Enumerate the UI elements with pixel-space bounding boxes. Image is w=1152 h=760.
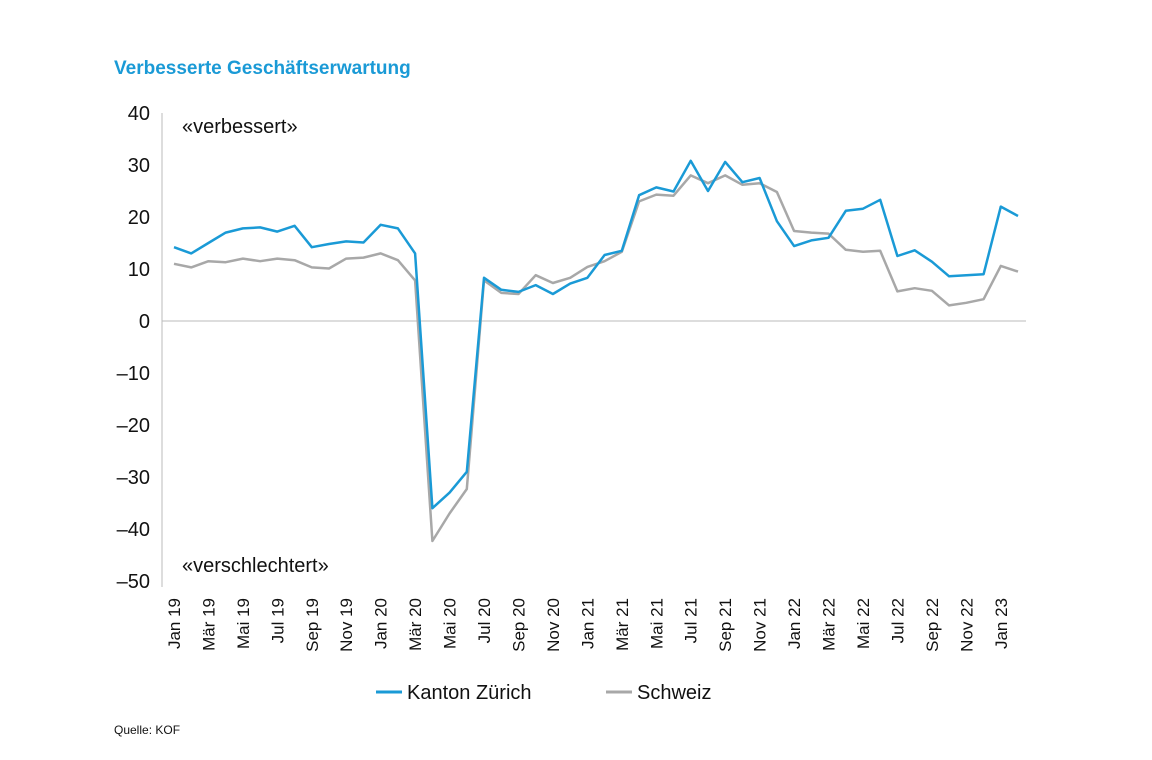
y-tick-label: –40 — [117, 519, 150, 541]
x-tick-label: Sep 19 — [303, 598, 322, 652]
annotation: «verbessert» — [182, 116, 298, 138]
x-tick-label: Jan 22 — [785, 598, 804, 649]
x-tick-label: Jan 21 — [578, 598, 597, 649]
x-tick-label: Mai 19 — [234, 598, 253, 649]
x-tick-label: Jul 21 — [682, 598, 701, 643]
x-tick-label: Sep 22 — [923, 598, 942, 652]
source: Quelle: KOF — [114, 723, 180, 737]
y-tick-label: –20 — [117, 415, 150, 437]
x-tick-label: Jan 19 — [165, 598, 184, 649]
y-tick-label: 20 — [128, 207, 150, 229]
legend-label: Schweiz — [637, 682, 711, 704]
x-tick-label: Jul 20 — [475, 598, 494, 643]
x-tick-label: Mär 19 — [199, 598, 218, 651]
x-tick-label: Nov 19 — [337, 598, 356, 652]
y-tick-label: –10 — [117, 363, 150, 385]
annotation: «verschlechtert» — [182, 555, 329, 577]
y-tick-label: 0 — [139, 311, 150, 333]
x-tick-label: Mai 20 — [441, 598, 460, 649]
y-tick-label: 40 — [128, 103, 150, 125]
y-tick-label: –50 — [117, 571, 150, 593]
series-line — [173, 159, 1019, 510]
x-tick-label: Jan 20 — [372, 598, 391, 649]
x-tick-label: Mai 21 — [647, 598, 666, 649]
y-tick-label: –30 — [117, 467, 150, 489]
x-tick-label: Jul 22 — [888, 598, 907, 643]
x-tick-label: Nov 21 — [751, 598, 770, 652]
x-tick-label: Sep 21 — [716, 598, 735, 652]
chart-title: Verbesserte Geschäftserwartung — [114, 58, 411, 79]
y-tick-label: 10 — [128, 259, 150, 281]
x-tick-label: Mär 20 — [406, 598, 425, 651]
x-tick-label: Nov 20 — [544, 598, 563, 652]
x-tick-label: Nov 22 — [957, 598, 976, 652]
x-tick-label: Mär 21 — [613, 598, 632, 651]
x-tick-label: Jul 19 — [268, 598, 287, 643]
x-tick-label: Jan 23 — [992, 598, 1011, 649]
series-line — [173, 174, 1019, 543]
x-tick-label: Mär 22 — [820, 598, 839, 651]
legend-label: Kanton Zürich — [407, 682, 532, 704]
x-tick-label: Sep 20 — [509, 598, 528, 652]
y-tick-label: 30 — [128, 155, 150, 177]
x-tick-label: Mai 22 — [854, 598, 873, 649]
